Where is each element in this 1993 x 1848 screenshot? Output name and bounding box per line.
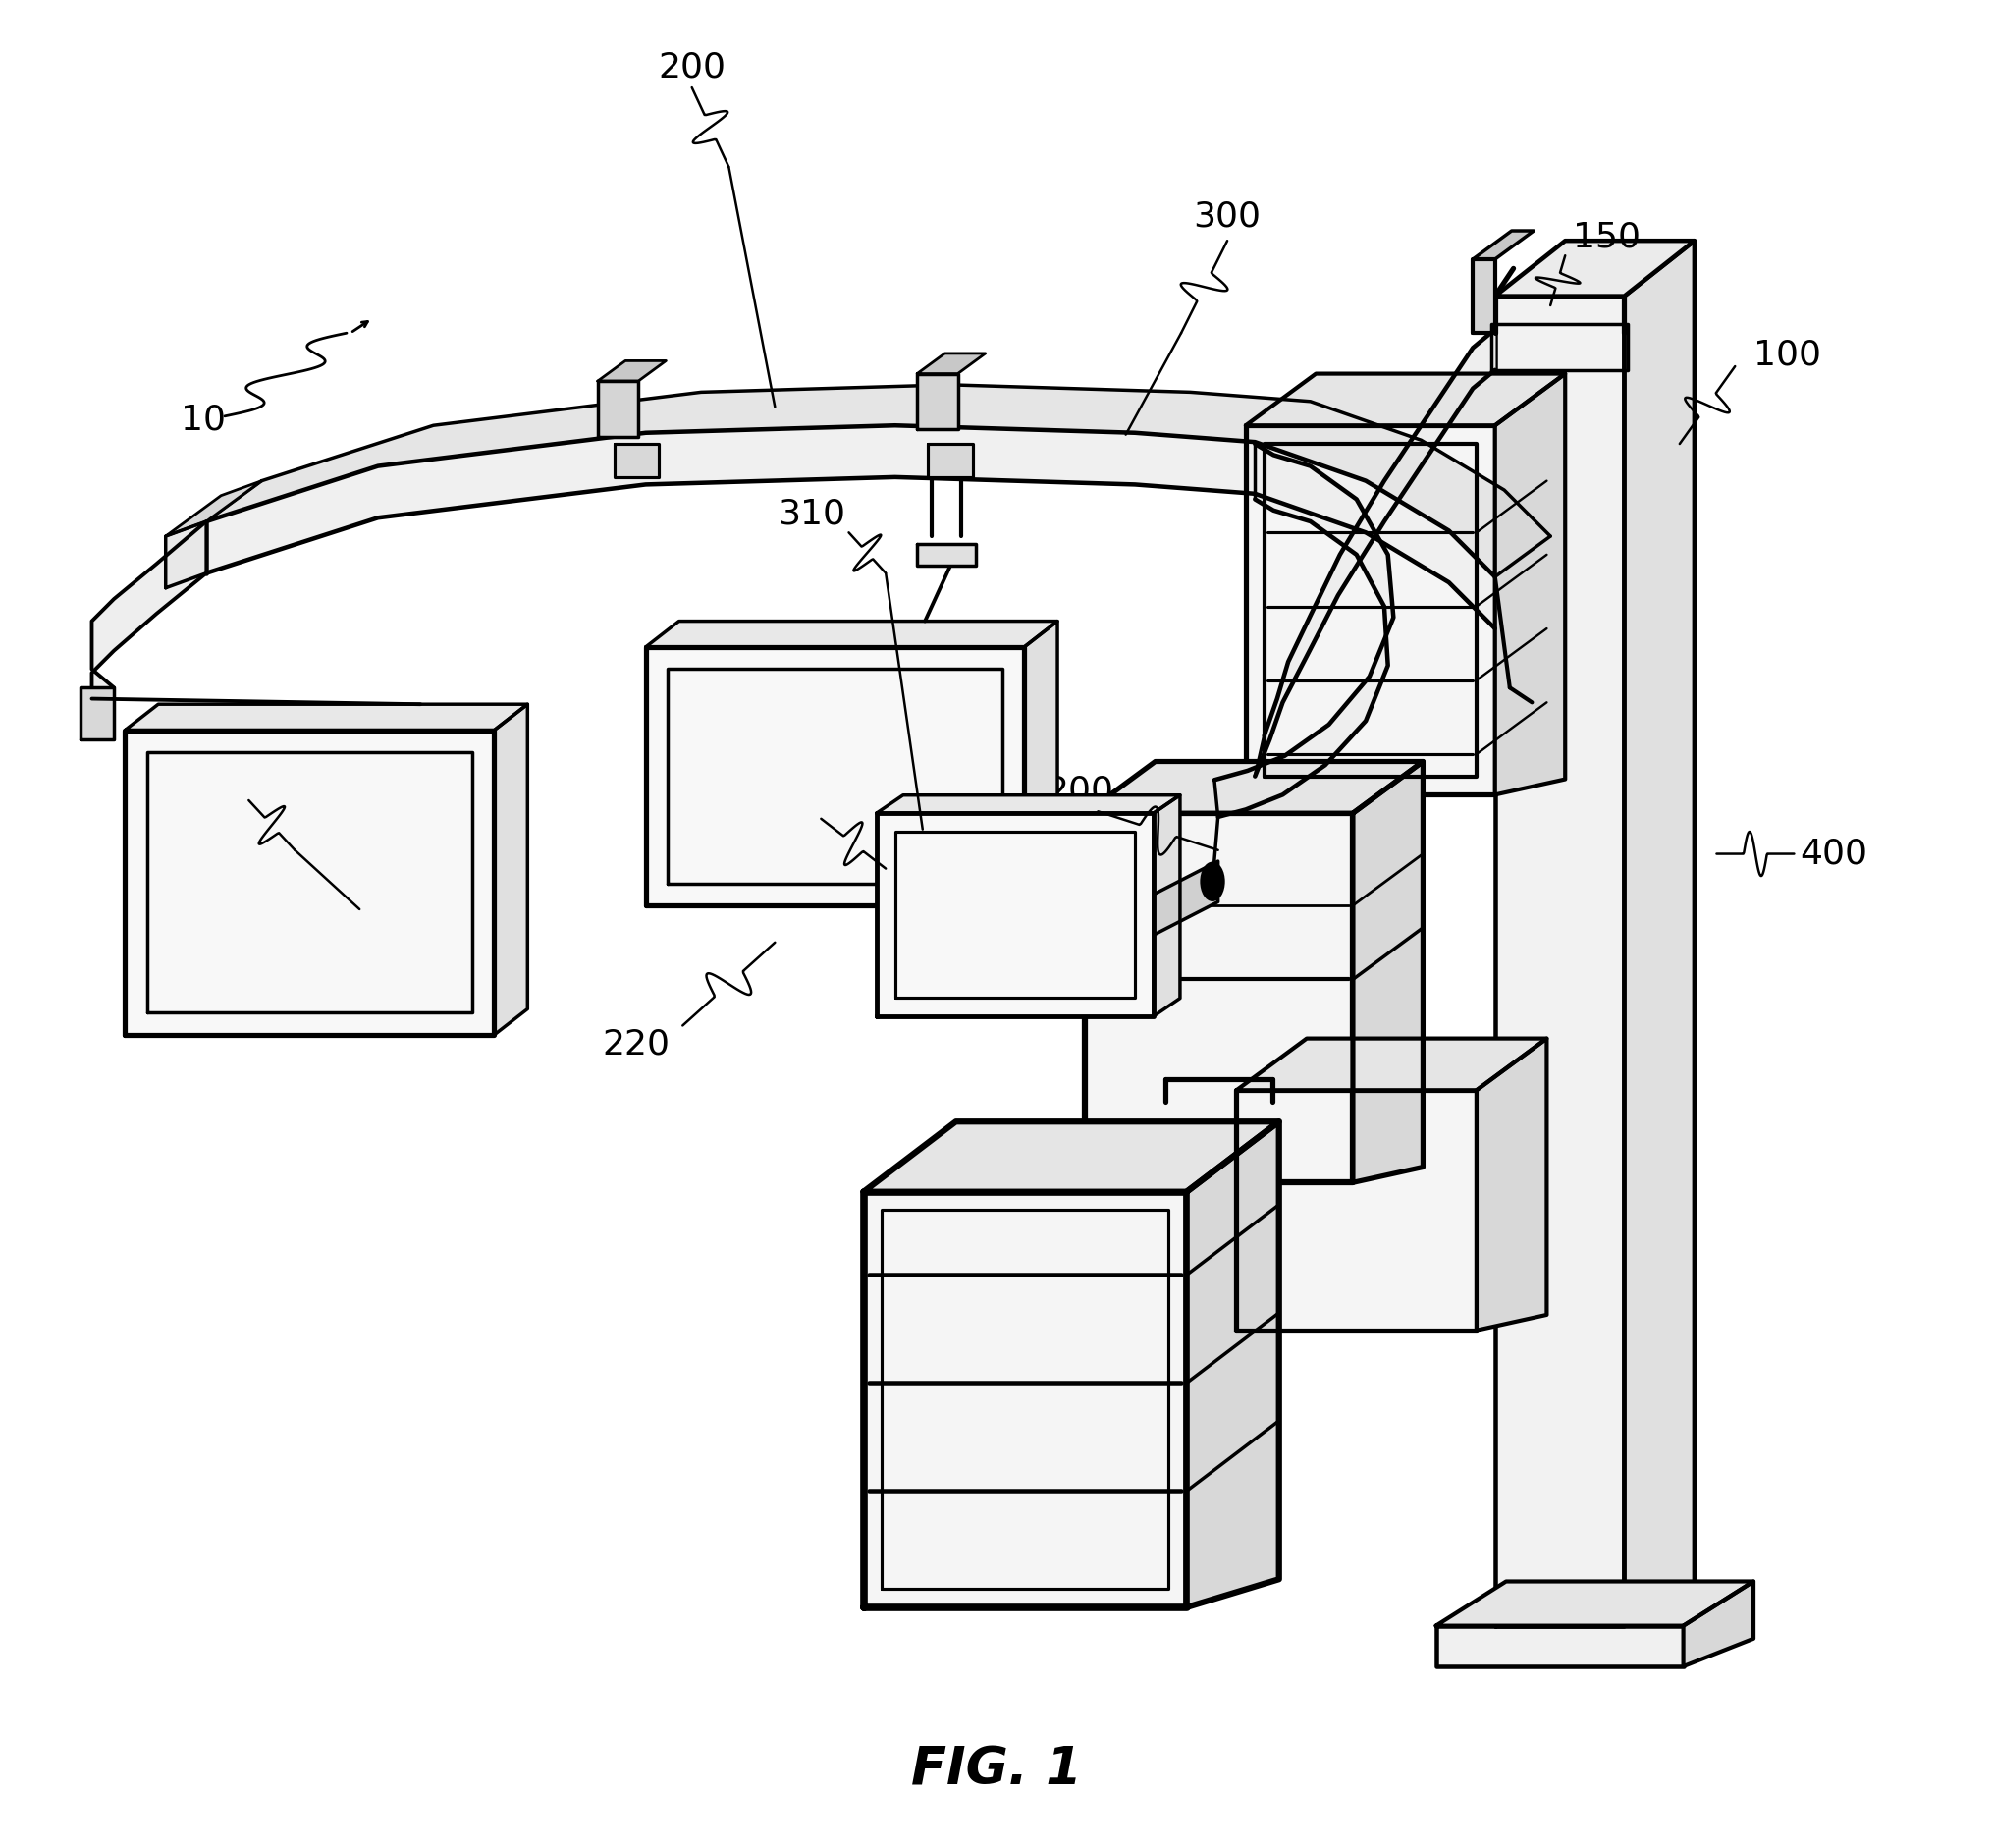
- Polygon shape: [1435, 1626, 1684, 1667]
- Text: 400: 400: [1800, 837, 1867, 870]
- Polygon shape: [205, 425, 1495, 628]
- Text: 310: 310: [777, 497, 845, 530]
- Polygon shape: [82, 687, 114, 739]
- Polygon shape: [1246, 425, 1495, 795]
- Polygon shape: [205, 384, 1551, 577]
- Polygon shape: [1477, 1039, 1547, 1331]
- Text: 200: 200: [1046, 774, 1114, 808]
- Polygon shape: [917, 543, 977, 565]
- Polygon shape: [917, 373, 959, 429]
- Polygon shape: [1495, 240, 1694, 296]
- Polygon shape: [614, 444, 658, 477]
- Text: 200: 200: [658, 50, 725, 83]
- Polygon shape: [1246, 373, 1565, 425]
- Ellipse shape: [1202, 863, 1224, 900]
- Polygon shape: [646, 647, 1024, 906]
- Polygon shape: [126, 730, 494, 1035]
- Polygon shape: [1256, 329, 1495, 776]
- Polygon shape: [1214, 444, 1393, 817]
- Text: FIG. 1: FIG. 1: [911, 1745, 1082, 1794]
- Text: 220: 220: [759, 782, 827, 815]
- Text: 220: 220: [602, 1027, 670, 1061]
- Polygon shape: [1495, 296, 1624, 1626]
- Text: 220: 220: [227, 772, 295, 806]
- Polygon shape: [646, 621, 1058, 647]
- Polygon shape: [1473, 259, 1495, 333]
- Polygon shape: [863, 1192, 1186, 1608]
- Polygon shape: [1084, 813, 1353, 1183]
- Polygon shape: [1186, 1122, 1280, 1608]
- Polygon shape: [1024, 621, 1058, 906]
- Text: 300: 300: [1194, 200, 1262, 233]
- Polygon shape: [1154, 861, 1218, 935]
- Polygon shape: [1236, 1090, 1477, 1331]
- Text: 150: 150: [1572, 220, 1640, 253]
- Polygon shape: [1236, 1039, 1547, 1090]
- Polygon shape: [1495, 373, 1565, 795]
- Polygon shape: [1473, 231, 1535, 259]
- Polygon shape: [877, 813, 1154, 1016]
- Polygon shape: [1624, 240, 1694, 1626]
- Text: 10: 10: [181, 403, 225, 436]
- Polygon shape: [917, 353, 985, 373]
- Polygon shape: [598, 360, 666, 381]
- Polygon shape: [863, 1122, 1280, 1192]
- Polygon shape: [494, 704, 528, 1035]
- Polygon shape: [1435, 1582, 1754, 1626]
- Text: 100: 100: [1754, 338, 1822, 371]
- Polygon shape: [598, 381, 638, 436]
- Polygon shape: [929, 444, 973, 477]
- Polygon shape: [877, 795, 1180, 813]
- Polygon shape: [1154, 795, 1180, 1016]
- Polygon shape: [1084, 761, 1423, 813]
- Polygon shape: [92, 521, 205, 739]
- Polygon shape: [126, 704, 528, 730]
- Polygon shape: [165, 521, 205, 588]
- Polygon shape: [1353, 761, 1423, 1183]
- Polygon shape: [165, 480, 261, 536]
- Polygon shape: [1684, 1582, 1754, 1667]
